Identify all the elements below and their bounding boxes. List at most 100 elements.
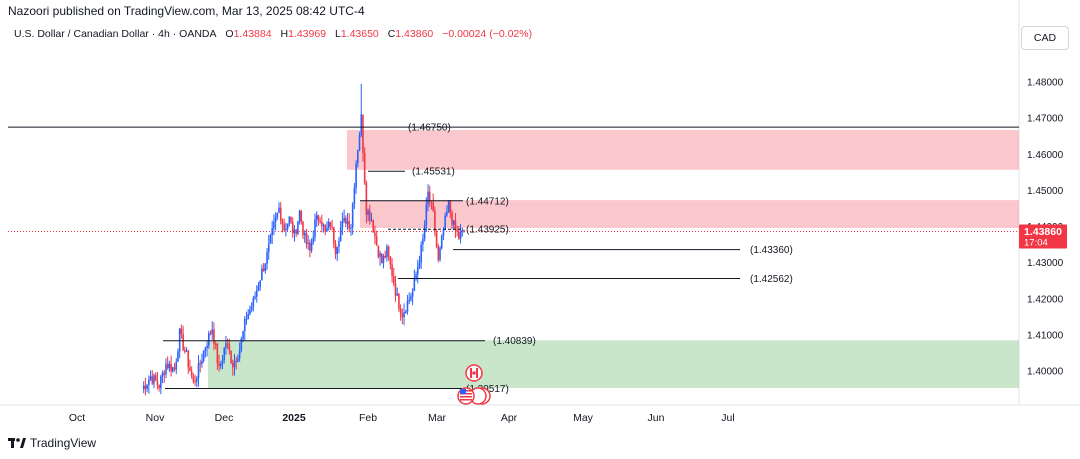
candle-body [202,350,205,361]
candle-body [235,360,238,362]
candle-body [273,221,275,229]
candle-body [257,286,260,291]
candle-body [209,333,212,335]
open-label: O [225,28,234,40]
level-label: (1.45531) [412,167,455,178]
candle-body [269,235,272,244]
candle-body [163,372,166,375]
candle-body [439,248,441,261]
candle-body [302,221,304,236]
candle-body [285,228,287,231]
candle-body [279,207,282,222]
candle-body [153,375,155,384]
zone-demand [208,340,1019,388]
candle-body [351,203,354,228]
us-flag-stripe [460,396,472,398]
currency-button[interactable]: CAD [1021,26,1069,50]
candle-body [231,362,234,368]
level-label: (1.46750) [408,123,451,134]
tradingview-logo[interactable]: TradingView [8,436,96,450]
level-label: (1.44712) [466,196,509,207]
candle-body [327,221,330,229]
candle-body [437,247,440,261]
candle-body [310,242,313,251]
candle-body [189,367,191,372]
candle-body [394,283,397,296]
candle-body [329,221,332,227]
low-label: L [334,28,341,40]
candle-body [290,216,292,222]
candle-body [415,274,417,278]
close-value: 1.43860 [395,28,434,40]
candle-body [281,221,284,224]
level-label: (1.43925) [466,225,509,236]
time-tick-label: Apr [501,412,518,424]
candle-body [228,344,231,352]
candle-body [262,268,265,271]
low-value: 1.43650 [340,28,379,40]
candle-body [259,280,261,287]
candle-body [305,232,308,244]
candle-body [184,350,186,352]
candle-body [372,220,375,233]
symbol-name[interactable]: U.S. Dollar / Canadian Dollar · 4h · OAN… [14,28,217,40]
candle-body [386,246,388,258]
candle-body [452,220,455,225]
us-flag-icon [457,387,491,405]
candle-body [341,221,344,228]
candle-body [295,229,297,234]
candle-body [303,232,306,236]
tradingview-logo-icon [8,438,26,448]
candle-body [428,191,431,202]
candle-body [355,163,357,189]
candle-body [214,343,217,345]
candle-body [243,319,246,332]
candle-body [185,350,188,352]
candle-body [379,253,381,257]
candle-body [307,242,309,244]
tradingview-brand: TradingView [30,436,97,450]
candle-body [170,363,172,372]
candle-body [451,212,453,225]
candle-body [194,381,196,383]
us-flag-stripe [460,399,472,401]
candle-body [410,296,412,300]
candle-body [180,328,183,334]
time-tick-label: May [573,412,594,424]
candle-body [144,385,147,389]
candle-body [293,229,296,234]
high-label: H [280,28,289,40]
candle-body [249,309,251,314]
candle-body [165,363,167,375]
candle-body [334,243,337,255]
candle-body [404,311,407,313]
candle-body [149,376,152,380]
candle-body [326,228,328,232]
candle-body [315,215,318,220]
candle-body [322,225,325,227]
candle-body [317,215,320,222]
candle-body [375,236,378,246]
zone-supply-upper [347,130,1019,170]
candle-body [160,376,162,389]
candle-body [278,207,280,213]
candle-body [221,359,224,365]
candle-body [425,204,428,226]
candle-body [362,114,364,153]
candle-body [353,188,356,204]
candle-body [396,293,399,296]
candle-body [422,238,424,245]
candle-body [442,229,445,236]
candle-body [264,263,267,271]
price-tick-label: 1.43000 [1027,258,1064,269]
candle-body [267,243,270,253]
candle-body [346,221,349,224]
candle-body [430,201,433,203]
candle-body [196,378,198,382]
candle-body [387,246,390,257]
candle-body [382,255,385,264]
candle-body [233,360,236,368]
candle-body [367,210,369,215]
candle-body [298,210,301,222]
